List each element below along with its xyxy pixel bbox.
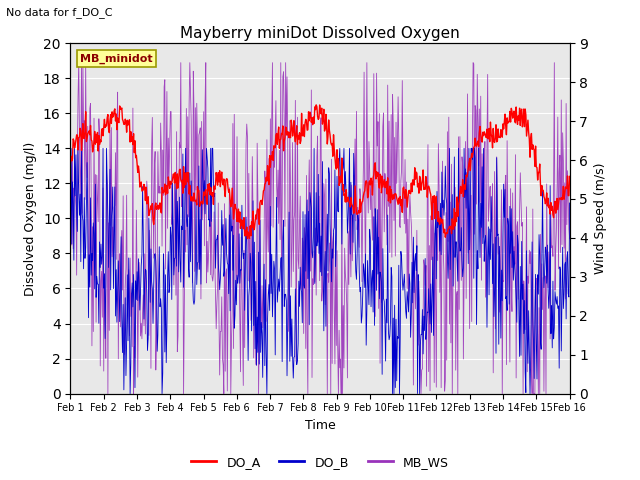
Legend: DO_A, DO_B, MB_WS: DO_A, DO_B, MB_WS [186,451,454,474]
Text: No data for f_DO_C: No data for f_DO_C [6,7,113,18]
Text: MB_minidot: MB_minidot [81,54,153,64]
Y-axis label: Wind Speed (m/s): Wind Speed (m/s) [594,163,607,274]
Y-axis label: Dissolved Oxygen (mg/l): Dissolved Oxygen (mg/l) [24,141,37,296]
X-axis label: Time: Time [305,419,335,432]
Title: Mayberry miniDot Dissolved Oxygen: Mayberry miniDot Dissolved Oxygen [180,25,460,41]
